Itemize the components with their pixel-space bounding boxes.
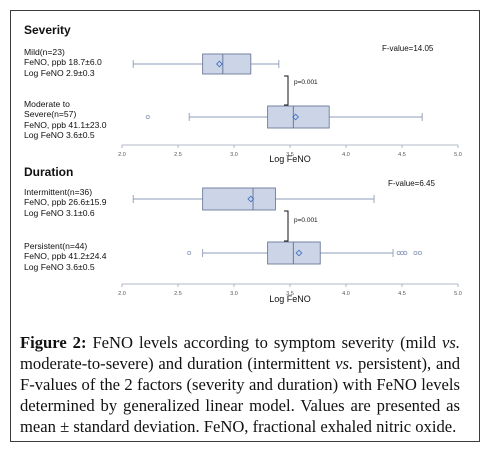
caption-text-a: FeNO levels according to symptom severit… (86, 333, 442, 352)
x-tick-label: 5.0 (454, 291, 462, 297)
iqr-box (203, 188, 276, 210)
caption-vs-2: vs. (335, 354, 353, 373)
x-tick-label: 4.0 (342, 291, 350, 297)
significance-bracket (284, 211, 288, 241)
significance-bracket (284, 76, 288, 105)
x-axis-label: Log FeNO (269, 294, 311, 304)
outlier-point (404, 251, 407, 254)
outlier-point (146, 115, 149, 118)
iqr-box (203, 54, 251, 74)
x-tick-label: 5.0 (454, 152, 462, 158)
iqr-box (268, 242, 321, 264)
caption-text-b: moderate-to-severe) and duration (interm… (20, 354, 335, 373)
x-tick-label: 4.5 (398, 152, 406, 158)
p-value-label: p=0.001 (294, 217, 318, 224)
x-tick-label: 2.5 (174, 152, 182, 158)
x-tick-label: 4.0 (342, 152, 350, 158)
x-tick-label: 4.5 (398, 291, 406, 297)
outlier-point (418, 251, 421, 254)
x-axis-label: Log FeNO (269, 154, 311, 164)
x-tick-label: 3.0 (230, 291, 238, 297)
caption-label: Figure 2: (20, 333, 86, 352)
p-value-label: p=0.001 (294, 79, 318, 86)
outlier-point (188, 251, 191, 254)
outlier-point (397, 251, 400, 254)
x-tick-label: 2.0 (118, 291, 126, 297)
x-tick-label: 3.0 (230, 152, 238, 158)
x-tick-label: 2.0 (118, 152, 126, 158)
figure-caption: Figure 2: FeNO levels according to sympt… (20, 332, 460, 437)
x-tick-label: 2.5 (174, 291, 182, 297)
outlier-point (400, 251, 403, 254)
outlier-point (414, 251, 417, 254)
caption-vs-1: vs. (442, 333, 460, 352)
